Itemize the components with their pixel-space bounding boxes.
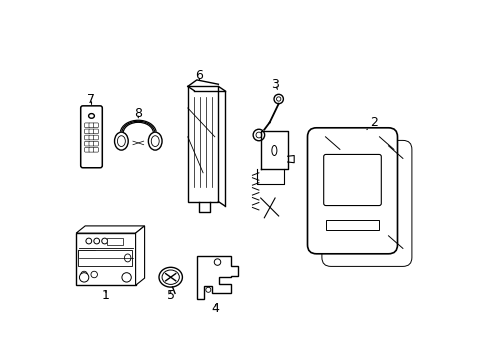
Circle shape [253,129,264,141]
Polygon shape [76,233,135,285]
Ellipse shape [159,267,182,287]
FancyBboxPatch shape [81,106,102,168]
Circle shape [94,238,100,244]
Bar [78,251,132,266]
Ellipse shape [162,270,179,284]
FancyBboxPatch shape [89,135,94,140]
FancyBboxPatch shape [84,141,89,146]
Text: 4: 4 [211,302,219,315]
Polygon shape [76,226,144,233]
Ellipse shape [148,132,162,150]
Circle shape [256,132,261,138]
Bar [106,238,123,245]
FancyBboxPatch shape [93,123,98,128]
Circle shape [91,271,97,278]
FancyBboxPatch shape [84,123,89,128]
FancyBboxPatch shape [84,135,89,140]
FancyBboxPatch shape [321,140,411,266]
FancyBboxPatch shape [89,123,94,128]
FancyBboxPatch shape [93,148,98,152]
Circle shape [273,94,283,104]
FancyBboxPatch shape [323,154,381,206]
Polygon shape [135,226,144,285]
FancyBboxPatch shape [89,148,94,152]
Circle shape [86,238,91,244]
Ellipse shape [271,145,276,156]
FancyBboxPatch shape [93,135,98,140]
Polygon shape [196,256,238,299]
Ellipse shape [114,132,128,150]
FancyBboxPatch shape [89,129,94,134]
Bar [78,250,95,256]
FancyBboxPatch shape [307,128,397,254]
Text: 5: 5 [166,289,174,302]
FancyBboxPatch shape [89,141,94,146]
Circle shape [81,271,87,278]
Circle shape [102,238,107,244]
Polygon shape [187,86,218,202]
Circle shape [276,97,280,101]
Text: 3: 3 [271,78,279,91]
Text: 8: 8 [134,107,142,120]
Text: 1: 1 [102,289,110,302]
Text: 6: 6 [195,69,203,82]
Circle shape [79,273,89,282]
FancyBboxPatch shape [93,129,98,134]
Ellipse shape [117,136,125,147]
Text: 2: 2 [366,116,377,130]
Bar [325,220,378,230]
FancyBboxPatch shape [84,148,89,152]
FancyBboxPatch shape [84,129,89,134]
FancyBboxPatch shape [93,141,98,146]
Circle shape [205,287,210,292]
Ellipse shape [88,114,94,118]
Text: 7: 7 [87,93,95,105]
Circle shape [122,273,131,282]
Ellipse shape [124,254,131,262]
Circle shape [214,259,220,265]
Ellipse shape [151,136,159,147]
